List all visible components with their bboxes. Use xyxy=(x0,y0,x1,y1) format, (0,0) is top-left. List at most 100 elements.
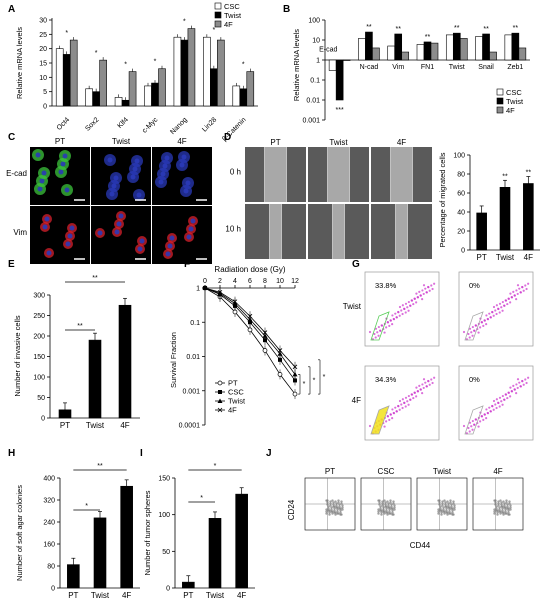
panel-g-event xyxy=(425,385,428,388)
panel-a-bar-twist xyxy=(151,82,159,107)
panel-f-x-axis-label: Radiation dose (Gy) xyxy=(214,265,285,274)
panel-d-y-tick-label: 0 xyxy=(461,248,465,255)
panel-g-event xyxy=(519,291,522,294)
panel-j-event xyxy=(508,500,511,503)
panel-j-event xyxy=(333,509,336,512)
panel-b-bar-csc xyxy=(504,34,513,61)
panel-g-event xyxy=(507,391,510,394)
panel-j-event xyxy=(507,507,510,510)
panel-g-event xyxy=(413,391,416,394)
panel-j-event xyxy=(447,502,450,505)
panel-g-event xyxy=(485,408,488,411)
panel-g-event xyxy=(489,410,492,413)
panel-j-event xyxy=(437,508,440,511)
panel-d-y-tick-label: 40 xyxy=(457,210,465,217)
panel-j-event xyxy=(495,505,498,508)
panel-g-event xyxy=(468,327,472,330)
panel-g-event xyxy=(494,309,497,312)
panel-g-event xyxy=(488,312,491,315)
panel-a-significance-mark: * xyxy=(124,62,127,69)
panel-i-y-axis-label: Number of tumor spheres xyxy=(143,490,152,575)
panel-b-bar-4f xyxy=(518,47,527,61)
panel-j-event xyxy=(505,499,508,502)
panel-b-significance-mark: *** xyxy=(336,107,344,114)
panel-g-event xyxy=(376,331,379,334)
panel-d-wound-gap xyxy=(327,147,350,202)
panel-j-event xyxy=(382,508,385,511)
panel-g-event xyxy=(468,421,472,424)
panel-j-event xyxy=(334,513,337,516)
panel-g-event xyxy=(516,378,520,381)
panel-j-event xyxy=(341,506,344,509)
panel-b-category-label: FN1 xyxy=(421,64,434,71)
panel-g-event xyxy=(512,290,515,293)
panel-j-event xyxy=(386,500,389,503)
panel-g-event xyxy=(419,388,422,391)
panel-g-event xyxy=(483,413,486,416)
panel-a-category-label: Sox2 xyxy=(84,116,100,132)
panel-f-legend-marker xyxy=(217,398,223,403)
panel-b-bar-4f xyxy=(459,38,468,61)
panel-g-event xyxy=(498,302,502,305)
panel-b-y-tick-label: 100 xyxy=(308,18,320,25)
panel-g-event xyxy=(483,319,486,322)
panel-f-marker-pt xyxy=(262,348,268,353)
panel-b-bar-csc xyxy=(358,38,366,61)
panel-g-event xyxy=(498,311,501,314)
panel-j-event xyxy=(387,504,390,507)
panel-j-event xyxy=(332,501,335,504)
panel-g-event xyxy=(391,323,394,326)
panel-b-bar-twist xyxy=(511,32,520,61)
panel-j-column-label: 4F xyxy=(493,467,502,476)
panel-letter-b: B xyxy=(283,4,290,15)
panel-g-event xyxy=(504,393,508,396)
panel-g-event xyxy=(398,305,402,309)
panel-e-bar xyxy=(58,409,72,419)
panel-e-category-label: PT xyxy=(60,421,70,430)
panel-b-y-tick-label: 0.01 xyxy=(306,98,320,105)
panel-g-event xyxy=(389,413,392,416)
panel-j-event xyxy=(385,505,388,508)
panel-j-event xyxy=(497,504,500,507)
panel-j-event xyxy=(336,506,339,509)
panel-f-y-tick-label: 0.001 xyxy=(182,388,200,395)
panel-c-nucleus xyxy=(158,179,164,185)
panel-g-event xyxy=(510,296,514,299)
panel-g-event xyxy=(431,287,434,291)
panel-e-bar xyxy=(118,304,132,419)
panel-j-event xyxy=(453,508,456,511)
panel-b-bar-4f xyxy=(430,42,439,61)
panel-j-event xyxy=(381,504,384,507)
panel-j-event xyxy=(389,512,392,515)
panel-j-event xyxy=(393,506,396,509)
panel-a-significance-mark: * xyxy=(183,19,186,26)
panel-g-event xyxy=(524,378,527,381)
panel-a-y-tick-label: 20 xyxy=(39,46,47,53)
panel-j-event xyxy=(327,505,330,508)
panel-j-event xyxy=(392,502,395,505)
panel-h-y-tick-label: 240 xyxy=(43,520,55,527)
panel-a-bar-twist xyxy=(239,88,248,107)
panel-j-event xyxy=(386,511,389,514)
panel-c-nucleus xyxy=(64,187,70,193)
panel-g-event xyxy=(419,294,422,297)
panel-a-bar-twist xyxy=(62,54,71,107)
panel-g-event xyxy=(482,418,485,421)
panel-j-event xyxy=(499,499,502,502)
panel-g-event xyxy=(394,312,397,315)
panel-c-column-label: Twist xyxy=(112,137,131,146)
panel-c-nucleus xyxy=(109,191,115,197)
panel-j-event xyxy=(391,509,394,512)
panel-g-event xyxy=(509,301,512,304)
panel-b-legend-swatch xyxy=(496,88,504,96)
panel-g-event xyxy=(401,398,404,401)
panel-g-event xyxy=(521,286,524,289)
panel-j-event xyxy=(329,504,332,507)
panel-a-legend-label: CSC xyxy=(224,2,240,11)
panel-j-event xyxy=(385,509,388,512)
panel-g-event xyxy=(401,304,404,307)
panel-c-nucleus xyxy=(162,163,168,169)
panel-g-event xyxy=(479,420,482,423)
panel-b-bar-4f xyxy=(342,59,351,61)
panel-g-event xyxy=(471,419,474,423)
